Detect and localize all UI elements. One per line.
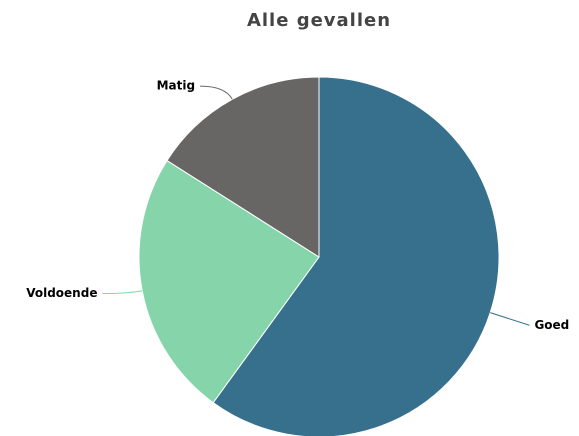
slice-label: Voldoende (26, 286, 97, 300)
connector (200, 85, 233, 100)
connector (102, 290, 143, 295)
pie-slice (212, 76, 500, 436)
pie-slice (166, 76, 320, 258)
connector (490, 312, 530, 326)
slice-label: Goed (534, 318, 569, 332)
slice-label: Matig (157, 79, 195, 93)
pie-slice (138, 159, 320, 404)
chart-title: Alle gevallen (247, 10, 391, 31)
